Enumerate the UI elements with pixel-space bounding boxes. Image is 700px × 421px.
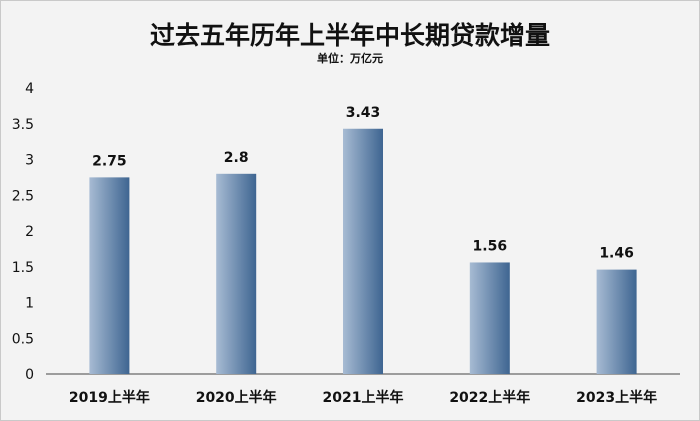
bar-4: [596, 269, 637, 374]
y-tick-label: 3: [25, 153, 34, 169]
y-tick-label: 4: [25, 81, 34, 97]
y-tick-label: 3.5: [12, 117, 34, 133]
x-tick-label-2: 2021上半年: [323, 389, 404, 406]
y-tick-label: 0: [25, 367, 34, 383]
bar-0: [89, 177, 130, 374]
bar-2: [343, 128, 383, 374]
x-tick-label-4: 2023上半年: [576, 389, 657, 406]
y-tick-label: 2.5: [12, 188, 34, 204]
x-axis: 2019上半年 2020上半年 2021上半年 2022上半年 2023上半年: [69, 389, 657, 406]
data-label-2: 3.43: [346, 105, 381, 121]
chart-subtitle: 单位：万亿元: [317, 51, 383, 65]
y-tick-label: 1.5: [12, 260, 34, 276]
bar-1: [216, 173, 257, 374]
y-axis: 0 0.5 1 1.5 2 2.5 3 3.5 4: [12, 81, 34, 383]
data-labels: 2.75 2.8 3.43 1.56 1.46: [92, 105, 634, 262]
x-tick-label-1: 2020上半年: [196, 389, 277, 406]
chart-title: 过去五年历年上半年中长期贷款增量: [150, 21, 550, 50]
data-label-3: 1.56: [473, 238, 508, 254]
x-tick-label-0: 2019上半年: [69, 389, 150, 406]
bars: [89, 128, 637, 374]
bar-3: [469, 262, 510, 374]
data-label-1: 2.8: [224, 150, 249, 166]
y-tick-label: 1: [25, 296, 34, 312]
x-tick-label-3: 2022上半年: [449, 389, 530, 406]
data-label-4: 1.46: [599, 246, 634, 262]
y-tick-label: 2: [25, 224, 34, 240]
y-tick-label: 0.5: [12, 331, 34, 347]
data-label-0: 2.75: [92, 153, 127, 169]
